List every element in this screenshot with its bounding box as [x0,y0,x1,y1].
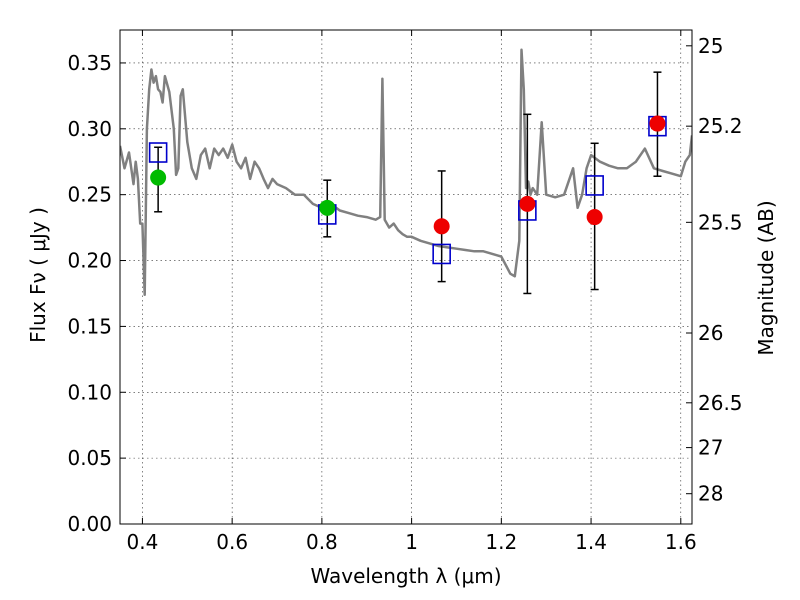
y-tick-label: 0.05 [67,446,112,470]
x-axis-label: Wavelength λ (μm) [310,564,501,588]
right-tick-label: 25.2 [698,114,743,138]
axis-ticks: 0.4 0.6 0.8 1 1.2 1.4 1.6 0.00 0.05 0.10 0.15 0.20 0… [67,30,743,554]
y-tick-label: 0.25 [67,183,112,207]
x-tick-label: 0.6 [216,530,248,554]
right-tick-label: 25 [698,34,723,58]
y-tick-label: 0.35 [67,51,112,75]
red-data-point [433,218,450,235]
green-data-point [150,169,167,186]
right-tick-label: 26 [698,321,723,345]
y-axis-right-label: Magnitude (AB) [754,200,778,355]
x-tick-label: 1 [405,530,418,554]
x-tick-label: 0.4 [127,530,159,554]
right-tick-label: 25.5 [698,210,743,234]
red-data-point [586,209,603,226]
model-flux-square [585,175,604,196]
y-axis-label: Flux Fν ( μJy ) [26,207,50,343]
plot-frame [119,29,693,525]
right-tick-label: 28 [698,482,723,506]
red-data-point [519,195,536,212]
y-tick-label: 0.30 [67,117,112,141]
y-tick-label: 0.10 [67,380,112,404]
red-data-point [649,115,666,132]
plot-area [120,48,692,297]
y-tick-label: 0.15 [67,314,112,338]
x-tick-label: 1.6 [665,530,697,554]
model-flux-square [432,243,451,265]
model-flux-square [148,142,168,163]
x-tick-label: 1.4 [575,530,607,554]
y-tick-label: 0.00 [67,512,112,536]
green-data-point [319,199,336,216]
x-tick-label: 1.2 [485,530,517,554]
model-spectrum-line [120,48,692,297]
y-tick-label: 0.20 [67,249,112,273]
right-tick-label: 26.5 [698,391,743,415]
x-tick-label: 0.8 [306,530,338,554]
plot-clip-group [120,48,692,297]
grid [120,30,692,525]
right-tick-label: 27 [698,436,723,460]
